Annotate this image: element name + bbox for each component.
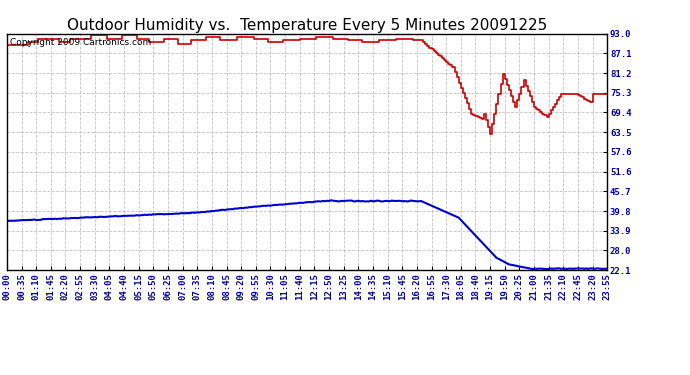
Text: Copyright 2009 Cartronics.com: Copyright 2009 Cartronics.com [10,39,151,48]
Title: Outdoor Humidity vs.  Temperature Every 5 Minutes 20091225: Outdoor Humidity vs. Temperature Every 5… [67,18,547,33]
